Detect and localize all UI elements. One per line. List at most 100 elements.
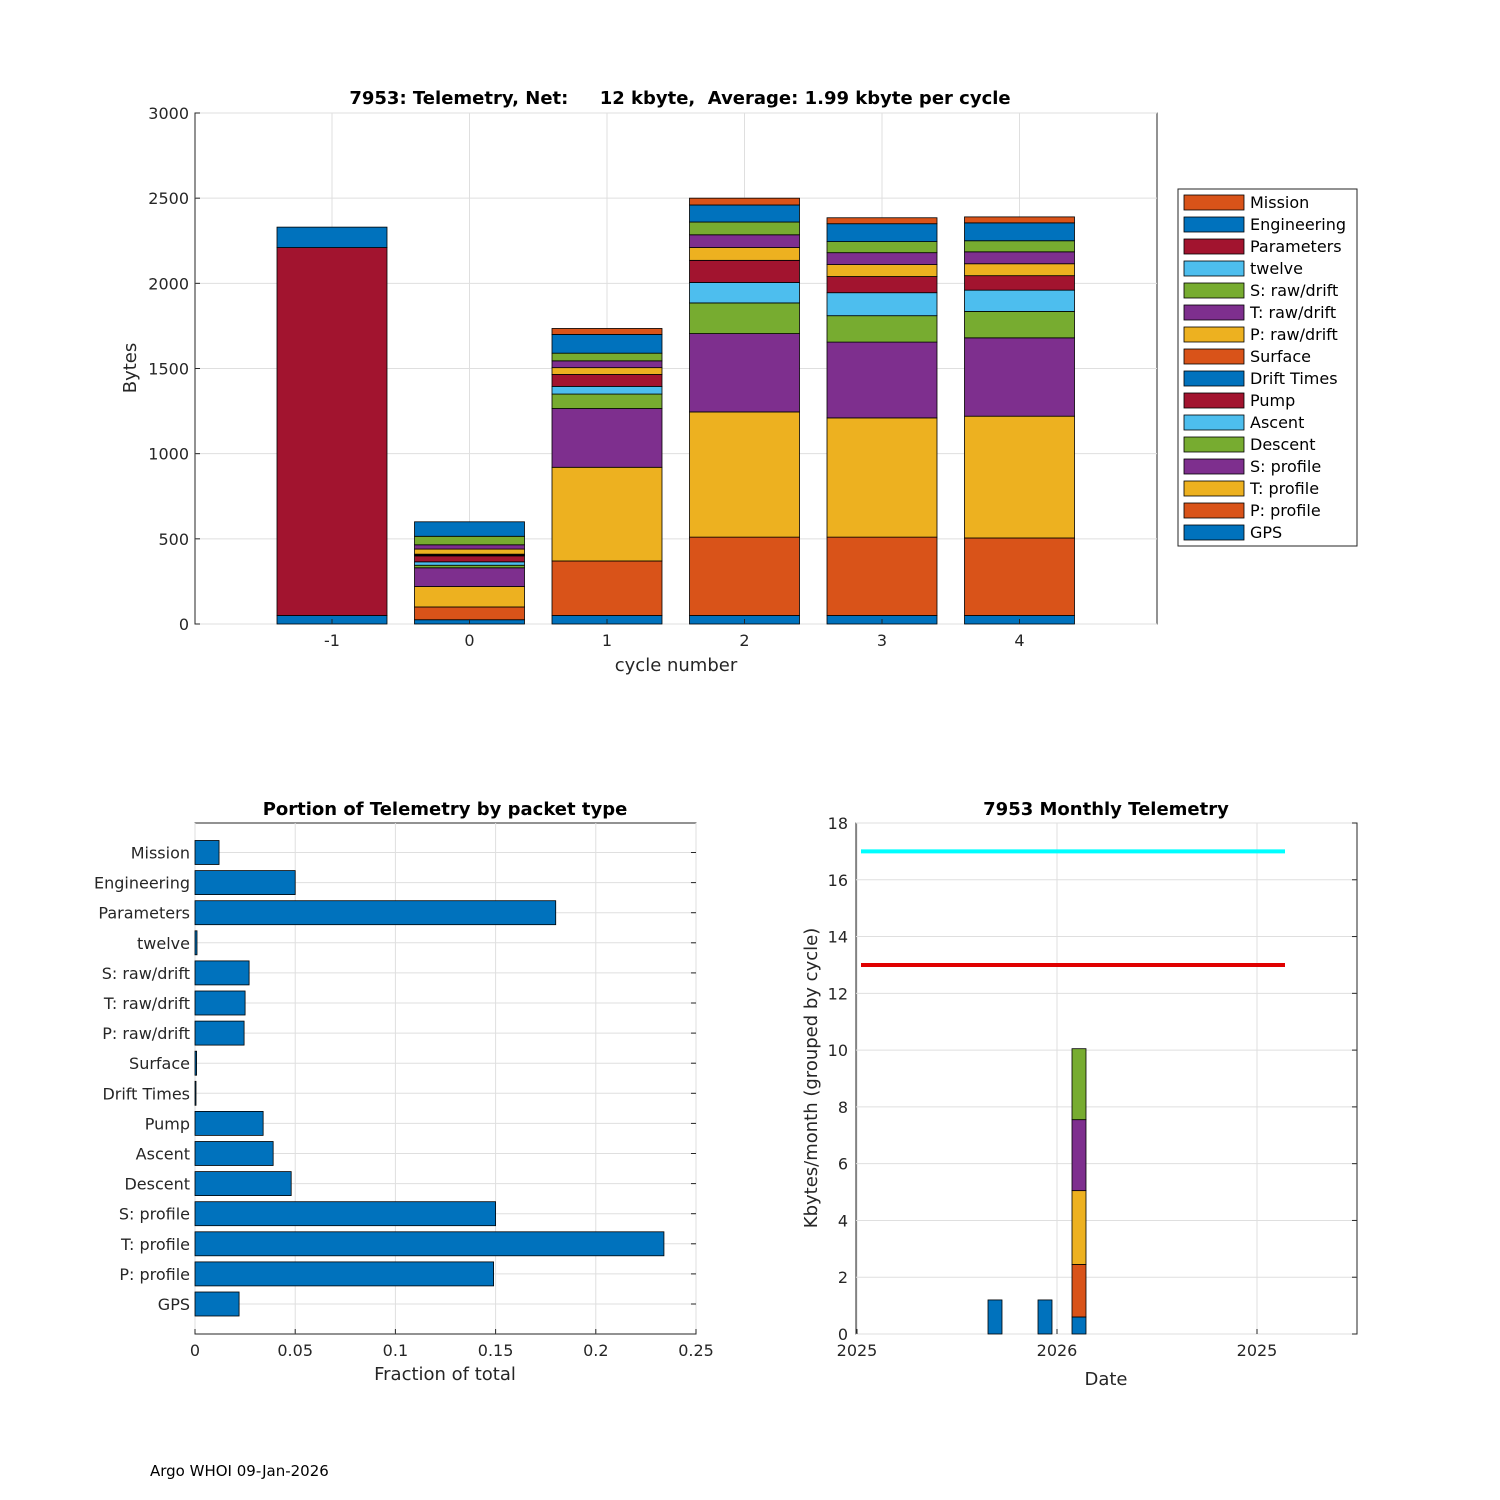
chart1-bar-segment <box>551 352 663 362</box>
chart2-ytick-label: T: raw/drift <box>103 994 190 1013</box>
chart1-xlabel: cycle number <box>615 655 738 676</box>
chart1-bar-segment <box>826 292 938 317</box>
chart1-ticks: 0 500 1000 1500 2000 2500 3000 -1 0 1 2 3 4 <box>148 104 1024 650</box>
chart1-legend-label: Engineering <box>1250 215 1346 234</box>
chart1-bar-segment <box>689 282 800 304</box>
chart2-ytick-label: Engineering <box>94 874 190 893</box>
chart1-legend-swatch <box>1183 238 1245 255</box>
chart1-legend-label: P: raw/drift <box>1250 325 1338 344</box>
chart1-bars <box>276 197 1075 625</box>
chart1-bar-segment <box>689 259 800 283</box>
chart1-bar-segment <box>551 408 663 468</box>
chart1-ytick-label: 3000 <box>148 104 189 123</box>
chart1-bar-segment <box>689 247 800 261</box>
chart1-bar-segment <box>276 226 388 248</box>
chart1-bar-segment <box>551 374 663 387</box>
chart3-bar-segment <box>1037 1299 1053 1335</box>
chart3-ytick-label: 6 <box>838 1155 848 1174</box>
chart1-legend-swatch <box>1183 282 1245 299</box>
chart2-ytick-label: S: raw/drift <box>102 964 190 983</box>
chart1-bar-segment <box>964 222 1075 242</box>
chart3-ytick-label: 0 <box>838 1325 848 1344</box>
chart1-bar-segment <box>689 234 800 248</box>
chart1-legend-swatch <box>1183 326 1245 343</box>
chart3-ylabel: Kbytes/month (grouped by cycle) <box>801 928 822 1228</box>
chart3-ytick-label: 10 <box>828 1041 848 1060</box>
chart3-xtick-label: 2025 <box>837 1341 878 1360</box>
chart1-bar-segment <box>689 197 800 206</box>
chart1-legend-label: GPS <box>1250 523 1282 542</box>
chart2-bar <box>194 1291 240 1317</box>
chart2-bar <box>194 840 220 865</box>
chart2-bar <box>194 930 198 956</box>
chart1-bar-segment <box>964 289 1075 312</box>
chart3-bar-segment <box>1071 1048 1087 1121</box>
chart3-xlabel: Date <box>1084 1369 1127 1390</box>
chart1-xtick-label: 1 <box>602 631 612 650</box>
chart2-ytick-label: P: profile <box>119 1265 190 1284</box>
chart2-xtick-label: 0 <box>190 1341 200 1360</box>
chart2-ytick-label: Mission <box>131 844 190 863</box>
chart1-bar-segment <box>826 241 938 254</box>
chart1-bar-segment <box>276 247 388 616</box>
chart3-grid <box>856 822 1357 1335</box>
chart1-bar-segment <box>826 223 938 243</box>
chart2-bar <box>194 1020 245 1046</box>
chart1-bar-segment <box>689 536 800 616</box>
chart1-bar-segment <box>826 417 938 538</box>
chart2-bar <box>194 1201 497 1227</box>
chart1-ytick-label: 1500 <box>148 360 189 379</box>
chart1-legend-swatch <box>1183 480 1245 497</box>
chart1-bar-segment <box>414 521 525 537</box>
chart1-ylabel: Bytes <box>120 343 141 394</box>
chart2-xtick-label: 0.15 <box>478 1341 514 1360</box>
chart1-xtick-label: 0 <box>464 631 474 650</box>
chart3-bar-segment <box>987 1299 1003 1335</box>
chart3-axes-box <box>855 822 1358 1335</box>
chart1-bar-segment <box>964 251 1075 265</box>
chart1-bar-segment <box>826 252 938 265</box>
chart1-legend-label: Pump <box>1250 391 1295 410</box>
chart2-ytick-label: Pump <box>145 1114 190 1133</box>
chart1-legend-label: S: raw/drift <box>1250 281 1338 300</box>
chart2-ytick-label: T: profile <box>120 1235 190 1254</box>
chart1-bar-segment <box>689 302 800 334</box>
chart3-ytick-label: 8 <box>838 1098 848 1117</box>
chart1-legend-swatch <box>1183 458 1245 475</box>
chart1-legend-swatch <box>1183 194 1245 211</box>
chart1-legend-swatch <box>1183 414 1245 431</box>
chart1-ytick-label: 2500 <box>148 189 189 208</box>
chart1-ytick-label: 1000 <box>148 445 189 464</box>
chart1-legend-label: T: raw/drift <box>1249 303 1336 322</box>
chart1-bar-segment <box>826 536 938 616</box>
chart1-xtick-label: 4 <box>1014 631 1024 650</box>
chart1-ytick-label: 0 <box>179 615 189 634</box>
chart1-legend-label: P: profile <box>1250 501 1321 520</box>
chart1-legend-label: Surface <box>1250 347 1311 366</box>
chart3-ytick-label: 4 <box>838 1211 848 1230</box>
chart1-legend-swatch <box>1183 436 1245 453</box>
chart3-ytick-label: 14 <box>828 928 848 947</box>
chart2-ytick-label: Surface <box>129 1054 190 1073</box>
chart1-legend-swatch <box>1183 370 1245 387</box>
chart2-bar <box>194 960 250 986</box>
chart2-bar <box>194 990 246 1016</box>
chart1-bar-segment <box>414 548 525 555</box>
chart2-ytick-label: S: profile <box>119 1205 190 1224</box>
chart1-ytick-label: 2000 <box>148 274 189 293</box>
chart1-legend-label: twelve <box>1250 259 1303 278</box>
chart1-bar-segment <box>826 217 938 225</box>
chart2-xtick-label: 0.1 <box>383 1341 408 1360</box>
chart1-bar-segment <box>964 240 1075 253</box>
chart1-bar-segment <box>964 216 1075 224</box>
chart1-bar-segment <box>551 393 663 409</box>
chart1-legend-label: T: profile <box>1249 479 1319 498</box>
chart2-ytick-label: GPS <box>158 1295 190 1314</box>
chart1-legend: Mission Engineering Parameters twelve S: raw… <box>1177 188 1358 547</box>
chart3-ticks: 0 2 4 6 8 10 12 14 16 18 2025 2026 2025 <box>828 814 1357 1360</box>
chart3-ytick-label: 2 <box>838 1268 848 1287</box>
chart3-xtick-label: 2026 <box>1037 1341 1078 1360</box>
chart2-bar <box>194 1261 494 1287</box>
